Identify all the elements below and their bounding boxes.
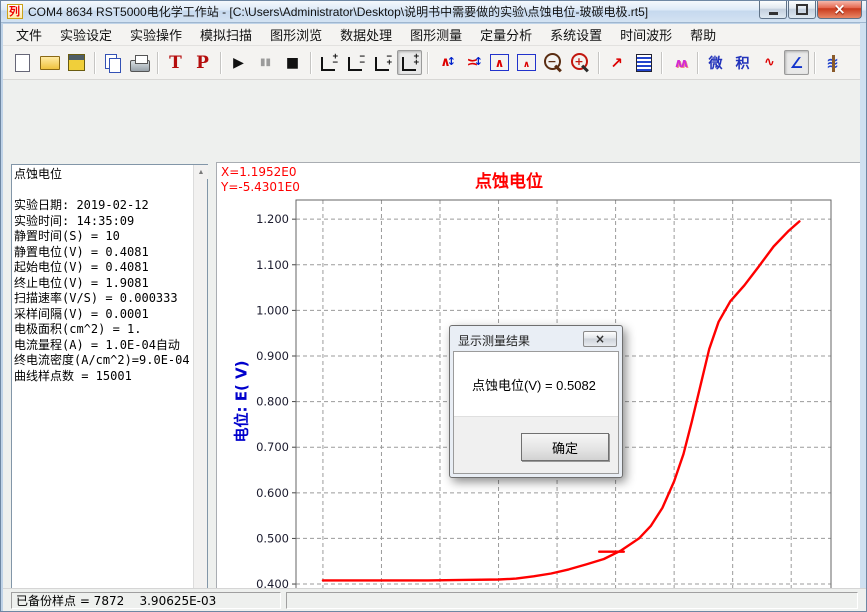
- toolbar-separator: [94, 51, 95, 74]
- text-t-icon[interactable]: [163, 50, 188, 75]
- toolbar-separator: [157, 51, 158, 74]
- copy-icon[interactable]: [100, 50, 125, 75]
- ok-button[interactable]: 确定: [521, 433, 609, 461]
- compress-y-icon[interactable]: [460, 50, 485, 75]
- peak-zoom-icon[interactable]: [487, 50, 512, 75]
- axes-plus-plus-icon[interactable]: [397, 50, 422, 75]
- print-icon[interactable]: [127, 50, 152, 75]
- restore-button[interactable]: [788, 1, 816, 19]
- zoom-out-icon[interactable]: [541, 50, 566, 75]
- overlay-curves-icon[interactable]: [667, 50, 692, 75]
- new-file-icon[interactable]: [10, 50, 35, 75]
- measure-icon[interactable]: [784, 50, 809, 75]
- fit-y-icon[interactable]: [433, 50, 458, 75]
- menu-item-11[interactable]: 帮助: [690, 28, 717, 43]
- menu-item-3[interactable]: 实验操作: [130, 28, 183, 43]
- axes-minus-plus-icon[interactable]: [370, 50, 395, 75]
- dialog-close-icon[interactable]: [583, 331, 617, 347]
- stop-icon[interactable]: [280, 50, 305, 75]
- anodic-polarization-curve: [321, 220, 801, 582]
- save-file-icon[interactable]: [64, 50, 89, 75]
- differentiate-icon[interactable]: [703, 50, 728, 75]
- data-list-icon[interactable]: [631, 50, 656, 75]
- window-right-edge: [860, 23, 866, 588]
- toolbar-separator: [598, 51, 599, 74]
- dialog-body: 点蚀电位(V) = 0.5082: [454, 352, 618, 416]
- menu-item-4[interactable]: 模拟扫描: [200, 28, 253, 43]
- smooth-icon[interactable]: [757, 50, 782, 75]
- menu-item-7[interactable]: 图形测量: [410, 28, 463, 43]
- svg-text:0.500: 0.500: [256, 531, 289, 545]
- dialog-title: 显示测量结果: [458, 333, 531, 348]
- toolbar-separator: [220, 51, 221, 74]
- scrollbar[interactable]: ▲ ▼: [193, 165, 208, 603]
- svg-text:0.700: 0.700: [256, 440, 289, 454]
- svg-text:0.400: 0.400: [256, 577, 289, 591]
- status-bar: 已备份样点 = 7872 3.90625E-03: [3, 588, 866, 611]
- svg-text:0.800: 0.800: [256, 395, 289, 409]
- text-p-icon[interactable]: [190, 50, 215, 75]
- menu-item-2[interactable]: 实验设定: [60, 28, 113, 43]
- svg-text:0.600: 0.600: [256, 486, 289, 500]
- svg-text:1.200: 1.200: [256, 212, 289, 226]
- menu-item-6[interactable]: 数据处理: [340, 28, 393, 43]
- rotate-3d-icon[interactable]: [820, 50, 845, 75]
- toolbar: [3, 46, 866, 80]
- measurement-result-text: 点蚀电位(V) = 0.5082: [472, 377, 596, 393]
- experiment-parameters-text: 点蚀电位 实验日期: 2019-02-12 实验时间: 14:35:09 静置时…: [14, 167, 190, 383]
- app-icon: [7, 3, 23, 19]
- curve-fit-icon[interactable]: [604, 50, 629, 75]
- title-bar[interactable]: COM4 8634 RST5000电化学工作站 - [C:\Users\Admi…: [1, 1, 866, 23]
- svg-text:0.900: 0.900: [256, 349, 289, 363]
- scroll-up-icon[interactable]: ▲: [194, 165, 208, 179]
- experiment-parameters-panel: 点蚀电位 实验日期: 2019-02-12 实验时间: 14:35:09 静置时…: [11, 164, 208, 604]
- chart-title: 点蚀电位: [475, 172, 543, 192]
- toolbar-separator: [310, 51, 311, 74]
- menu-item-9[interactable]: 系统设置: [550, 28, 603, 43]
- minimize-button[interactable]: [759, 1, 787, 19]
- menu-item-8[interactable]: 定量分析: [480, 28, 533, 43]
- pause-icon[interactable]: [253, 50, 278, 75]
- toolbar-separator: [814, 51, 815, 74]
- cursor-y-value: Y=-5.4301E0: [221, 180, 300, 194]
- open-file-icon[interactable]: [37, 50, 62, 75]
- cursor-x-value: X=1.1952E0: [221, 165, 297, 179]
- cursor-readout-top: X=1.1952E0 Y=-5.4301E0: [221, 165, 300, 195]
- client-area: 点蚀电位 实验日期: 2019-02-12 实验时间: 14:35:09 静置时…: [3, 80, 866, 611]
- status-text: 已备份样点 = 7872 3.90625E-03: [11, 591, 281, 609]
- svg-text:1.000: 1.000: [256, 303, 289, 317]
- integrate-icon[interactable]: [730, 50, 755, 75]
- menu-item-10[interactable]: 时间波形: [620, 28, 673, 43]
- menu-item-1[interactable]: 文件: [16, 28, 43, 43]
- status-panel-empty: [286, 591, 858, 609]
- menu-bar: 文件 实验设定 实验操作 模拟扫描 图形浏览 数据处理 图形测量 定量分析 系统设置 时间波形 帮助: [3, 24, 866, 46]
- dialog-footer: 确定: [454, 416, 618, 473]
- toolbar-separator: [661, 51, 662, 74]
- axes-plus-minus-icon[interactable]: [316, 50, 341, 75]
- peak-zoom-2-icon[interactable]: [514, 50, 539, 75]
- svg-text:1.100: 1.100: [256, 258, 289, 272]
- window-title: COM4 8634 RST5000电化学工作站 - [C:\Users\Admi…: [28, 5, 649, 19]
- close-button[interactable]: [817, 1, 862, 19]
- toolbar-separator: [697, 51, 698, 74]
- zoom-in-icon[interactable]: [568, 50, 593, 75]
- run-icon[interactable]: [226, 50, 251, 75]
- axes-minus-minus-icon[interactable]: [343, 50, 368, 75]
- dialog-content: 点蚀电位(V) = 0.5082 确定: [453, 351, 619, 474]
- dialog-title-bar[interactable]: 显示测量结果: [453, 329, 619, 351]
- toolbar-separator: [427, 51, 428, 74]
- menu-item-5[interactable]: 图形浏览: [270, 28, 323, 43]
- measurement-result-dialog[interactable]: 显示测量结果 点蚀电位(V) = 0.5082 确定: [449, 325, 623, 478]
